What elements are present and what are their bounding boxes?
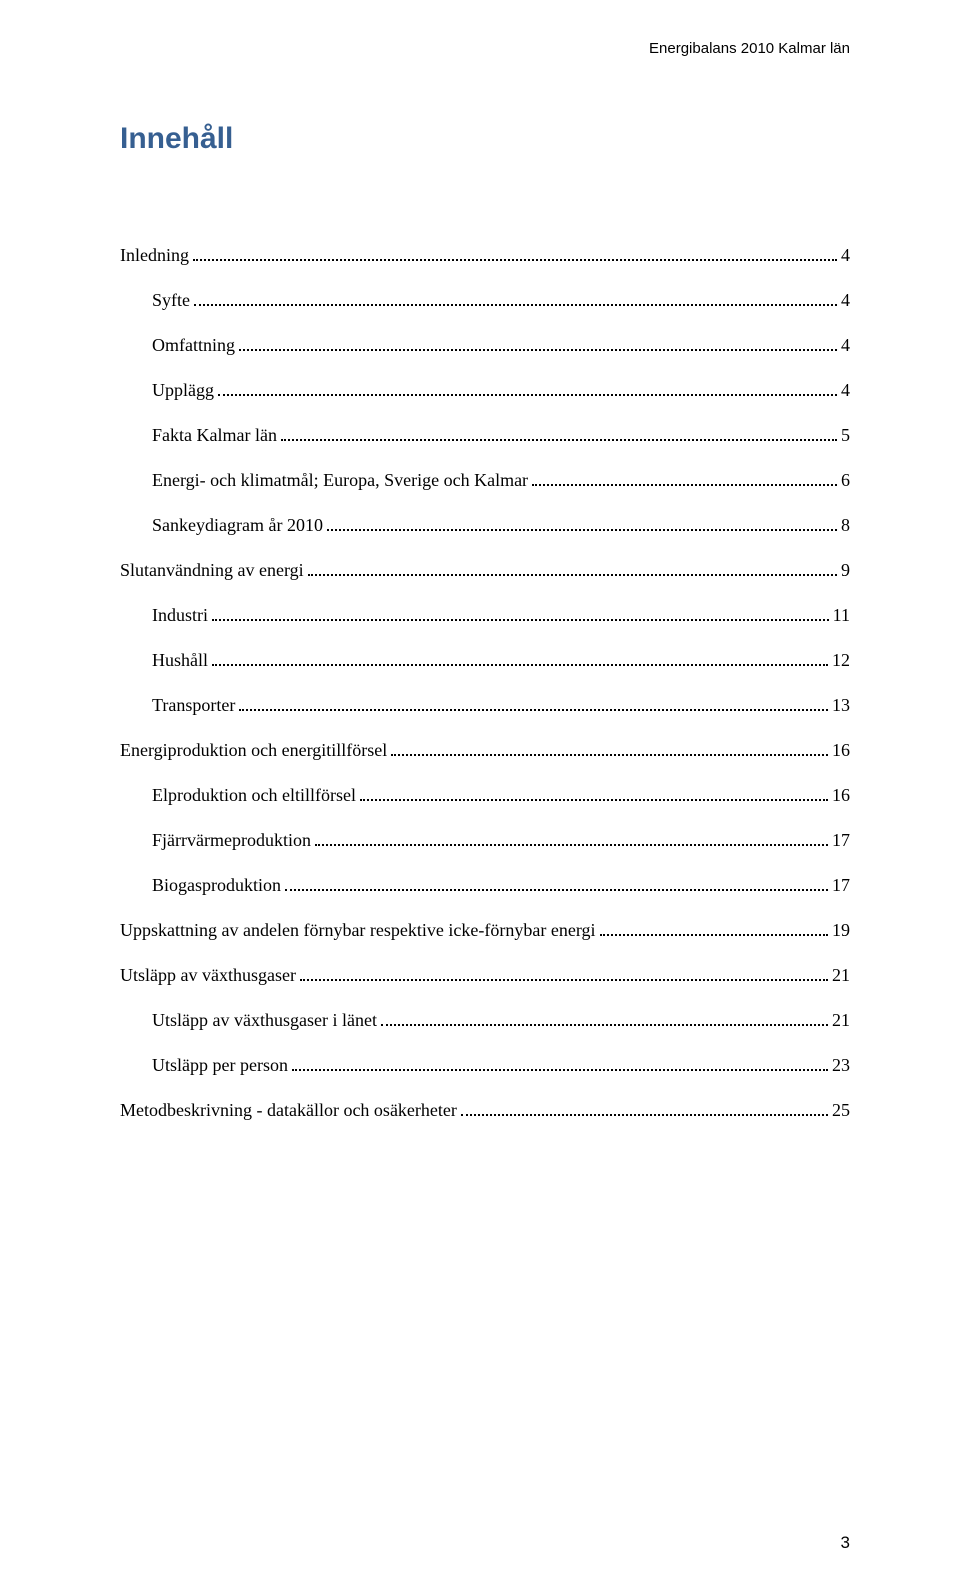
toc-entry-page: 17 — [832, 831, 850, 849]
toc-leader-dots — [381, 1014, 828, 1026]
toc-entry-label: Slutanvändning av energi — [120, 561, 304, 579]
toc-entry: Omfattning 4 — [120, 336, 850, 355]
toc-leader-dots — [212, 609, 829, 621]
toc-entry-label: Uppskattning av andelen förnybar respekt… — [120, 921, 596, 939]
toc-entry-page: 4 — [841, 291, 850, 309]
toc-entry-label: Fakta Kalmar län — [152, 426, 277, 444]
toc-entry-label: Utsläpp per person — [152, 1056, 288, 1074]
toc-entry: Utsläpp av växthusgaser 21 — [120, 966, 850, 985]
toc-entry-page: 13 — [832, 696, 850, 714]
toc-entry-label: Energi- och klimatmål; Europa, Sverige o… — [152, 471, 528, 489]
running-header: Energibalans 2010 Kalmar län — [649, 40, 850, 57]
toc-leader-dots — [300, 969, 828, 981]
toc-entry: Sankeydiagram år 2010 8 — [120, 516, 850, 535]
toc-entry-page: 19 — [832, 921, 850, 939]
toc-entry-label: Elproduktion och eltillförsel — [152, 786, 356, 804]
toc-entry-label: Omfattning — [152, 336, 235, 354]
toc-leader-dots — [461, 1104, 828, 1116]
toc-entry: Energi- och klimatmål; Europa, Sverige o… — [120, 471, 850, 490]
toc-entry-label: Inledning — [120, 246, 189, 264]
toc-entry-page: 23 — [832, 1056, 850, 1074]
toc-entry-label: Utsläpp av växthusgaser — [120, 966, 296, 984]
toc-entry: Inledning 4 — [120, 246, 850, 265]
toc-entry-page: 16 — [832, 741, 850, 759]
toc-entry-label: Biogasproduktion — [152, 876, 281, 894]
toc-entry: Fjärrvärmeproduktion 17 — [120, 831, 850, 850]
toc-leader-dots — [218, 384, 837, 396]
toc-entry-label: Energiproduktion och energitillförsel — [120, 741, 387, 759]
toc-leader-dots — [315, 834, 828, 846]
toc-entry: Hushåll 12 — [120, 651, 850, 670]
toc-leader-dots — [193, 249, 837, 261]
toc-entry: Industri 11 — [120, 606, 850, 625]
toc-leader-dots — [285, 879, 828, 891]
toc-leader-dots — [391, 744, 828, 756]
toc-entry-page: 5 — [841, 426, 850, 444]
toc-entry-page: 6 — [841, 471, 850, 489]
toc-entry: Biogasproduktion 17 — [120, 876, 850, 895]
toc-entry: Syfte 4 — [120, 291, 850, 310]
toc-entry-page: 4 — [841, 336, 850, 354]
toc-entry-page: 17 — [832, 876, 850, 894]
toc-entry-page: 11 — [833, 606, 850, 624]
toc-entry-page: 4 — [841, 246, 850, 264]
toc-entry-label: Metodbeskrivning - datakällor och osäker… — [120, 1101, 457, 1119]
toc-entry: Elproduktion och eltillförsel 16 — [120, 786, 850, 805]
toc-leader-dots — [194, 294, 837, 306]
toc-entry: Transporter 13 — [120, 696, 850, 715]
toc-leader-dots — [532, 474, 837, 486]
toc-entry-page: 12 — [832, 651, 850, 669]
toc-leader-dots — [308, 564, 837, 576]
toc-entry-label: Hushåll — [152, 651, 208, 669]
toc-entry: Energiproduktion och energitillförsel 16 — [120, 741, 850, 760]
page-title: Innehåll — [120, 122, 850, 156]
toc-entry: Upplägg 4 — [120, 381, 850, 400]
toc-entry-page: 21 — [832, 1011, 850, 1029]
toc-entry-label: Transporter — [152, 696, 235, 714]
toc-entry: Uppskattning av andelen förnybar respekt… — [120, 921, 850, 940]
toc-entry-label: Upplägg — [152, 381, 214, 399]
toc-entry: Utsläpp av växthusgaser i länet 21 — [120, 1011, 850, 1030]
toc-entry: Utsläpp per person 23 — [120, 1056, 850, 1075]
page-number: 3 — [841, 1533, 850, 1553]
toc-entry-page: 25 — [832, 1101, 850, 1119]
toc-leader-dots — [360, 789, 828, 801]
document-page: Energibalans 2010 Kalmar län Innehåll In… — [0, 0, 960, 1595]
toc-entry-label: Utsläpp av växthusgaser i länet — [152, 1011, 377, 1029]
toc-entry-page: 8 — [841, 516, 850, 534]
toc-leader-dots — [212, 654, 828, 666]
toc-entry-page: 4 — [841, 381, 850, 399]
toc-entry-label: Fjärrvärmeproduktion — [152, 831, 311, 849]
toc-entry-page: 21 — [832, 966, 850, 984]
toc-entry: Slutanvändning av energi 9 — [120, 561, 850, 580]
table-of-contents: Inledning 4 Syfte 4 Omfattning 4 Upplägg 4 Fakta… — [120, 246, 850, 1120]
toc-leader-dots — [239, 699, 828, 711]
toc-leader-dots — [292, 1059, 828, 1071]
toc-leader-dots — [239, 339, 837, 351]
toc-entry: Metodbeskrivning - datakällor och osäker… — [120, 1101, 850, 1120]
toc-entry: Fakta Kalmar län 5 — [120, 426, 850, 445]
toc-entry-page: 9 — [841, 561, 850, 579]
toc-entry-label: Sankeydiagram år 2010 — [152, 516, 323, 534]
toc-entry-label: Industri — [152, 606, 208, 624]
toc-leader-dots — [327, 519, 837, 531]
toc-leader-dots — [600, 924, 829, 936]
toc-leader-dots — [281, 429, 837, 441]
toc-entry-label: Syfte — [152, 291, 190, 309]
toc-entry-page: 16 — [832, 786, 850, 804]
